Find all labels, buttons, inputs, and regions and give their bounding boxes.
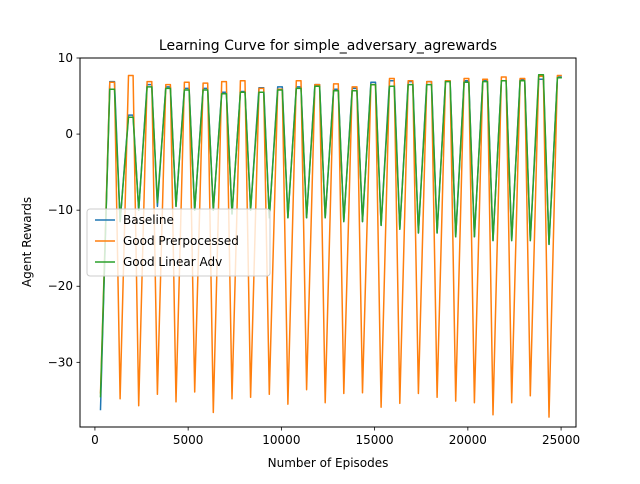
plot-frame — [79, 57, 577, 428]
legend-label-2: Good Prerpocessed — [123, 234, 239, 248]
x-tick-label: 25000 — [542, 433, 580, 447]
y-axis-ticks: −30 −20 −10 0 10 — [48, 51, 80, 369]
x-axis-ticks: 0 5000 10000 15000 20000 25000 — [91, 427, 580, 447]
y-tick-label: 10 — [58, 51, 73, 65]
x-axis-label: Number of Episodes — [268, 456, 389, 470]
legend-label-3: Good Linear Adv — [123, 255, 222, 269]
x-tick-label: 5000 — [173, 433, 204, 447]
x-tick-label: 10000 — [262, 433, 300, 447]
y-tick-label: −30 — [48, 355, 73, 369]
y-tick-label: −20 — [48, 279, 73, 293]
legend: Baseline Good Prerpocessed Good Linear Adv — [86, 208, 271, 277]
x-tick-label: 0 — [91, 433, 99, 447]
legend-label-1: Baseline — [123, 213, 174, 227]
y-axis-label: Agent Rewards — [20, 197, 34, 287]
chart-title: Learning Curve for simple_adversary_agre… — [159, 38, 497, 54]
y-tick-label: −10 — [48, 203, 73, 217]
y-tick-label: 0 — [65, 127, 73, 141]
series-line-3 — [99, 73, 562, 398]
legend-box — [86, 208, 271, 277]
x-tick-label: 20000 — [449, 433, 487, 447]
plot-lines — [99, 73, 562, 418]
x-tick-label: 15000 — [356, 433, 394, 447]
series-line-2 — [99, 74, 562, 418]
